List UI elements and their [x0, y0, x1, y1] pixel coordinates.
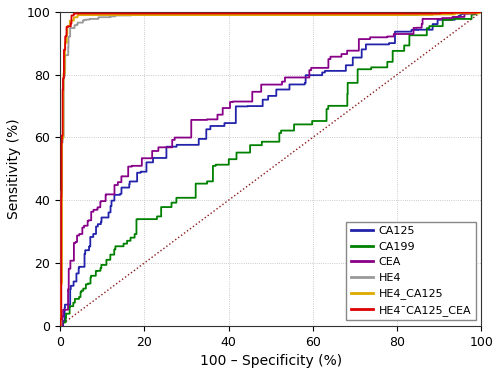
- Y-axis label: Sensitivity (%): Sensitivity (%): [7, 118, 21, 219]
- X-axis label: 100 – Specificity (%): 100 – Specificity (%): [200, 354, 342, 368]
- Legend: CA125, CA199, CEA, HE4, HE4_CA125, HE4¯CA125_CEA: CA125, CA199, CEA, HE4, HE4_CA125, HE4¯C…: [346, 222, 476, 320]
